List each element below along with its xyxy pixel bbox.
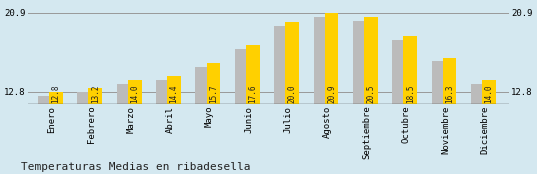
Bar	[471, 84, 492, 104]
Bar	[89, 88, 102, 104]
Text: 12.8: 12.8	[52, 84, 61, 103]
Bar	[235, 49, 257, 104]
Bar	[167, 76, 181, 104]
Text: 15.7: 15.7	[209, 84, 218, 103]
Text: 13.2: 13.2	[91, 84, 100, 103]
Text: 20.9: 20.9	[327, 84, 336, 103]
Bar	[117, 84, 139, 104]
Text: 17.6: 17.6	[248, 84, 257, 103]
Bar	[77, 92, 99, 104]
Text: 20.5: 20.5	[366, 84, 375, 103]
Bar	[432, 61, 453, 104]
Bar	[246, 45, 260, 104]
Bar	[207, 64, 220, 104]
Bar	[156, 80, 178, 104]
Text: 18.5: 18.5	[405, 84, 415, 103]
Bar	[38, 96, 60, 104]
Bar	[324, 13, 338, 104]
Bar	[128, 80, 142, 104]
Bar	[274, 26, 296, 104]
Bar	[442, 58, 456, 104]
Bar	[353, 21, 374, 104]
Bar	[482, 80, 496, 104]
Text: 14.0: 14.0	[484, 84, 494, 103]
Bar	[364, 17, 378, 104]
Text: 14.4: 14.4	[170, 84, 178, 103]
Text: 20.0: 20.0	[288, 84, 296, 103]
Text: 14.0: 14.0	[130, 84, 139, 103]
Bar	[49, 92, 63, 104]
Bar	[392, 40, 414, 104]
Bar	[195, 67, 217, 104]
Bar	[403, 36, 417, 104]
Text: 16.3: 16.3	[445, 84, 454, 103]
Bar	[314, 17, 335, 104]
Text: Temperaturas Medias en ribadesella: Temperaturas Medias en ribadesella	[21, 162, 251, 172]
Bar	[285, 22, 299, 104]
